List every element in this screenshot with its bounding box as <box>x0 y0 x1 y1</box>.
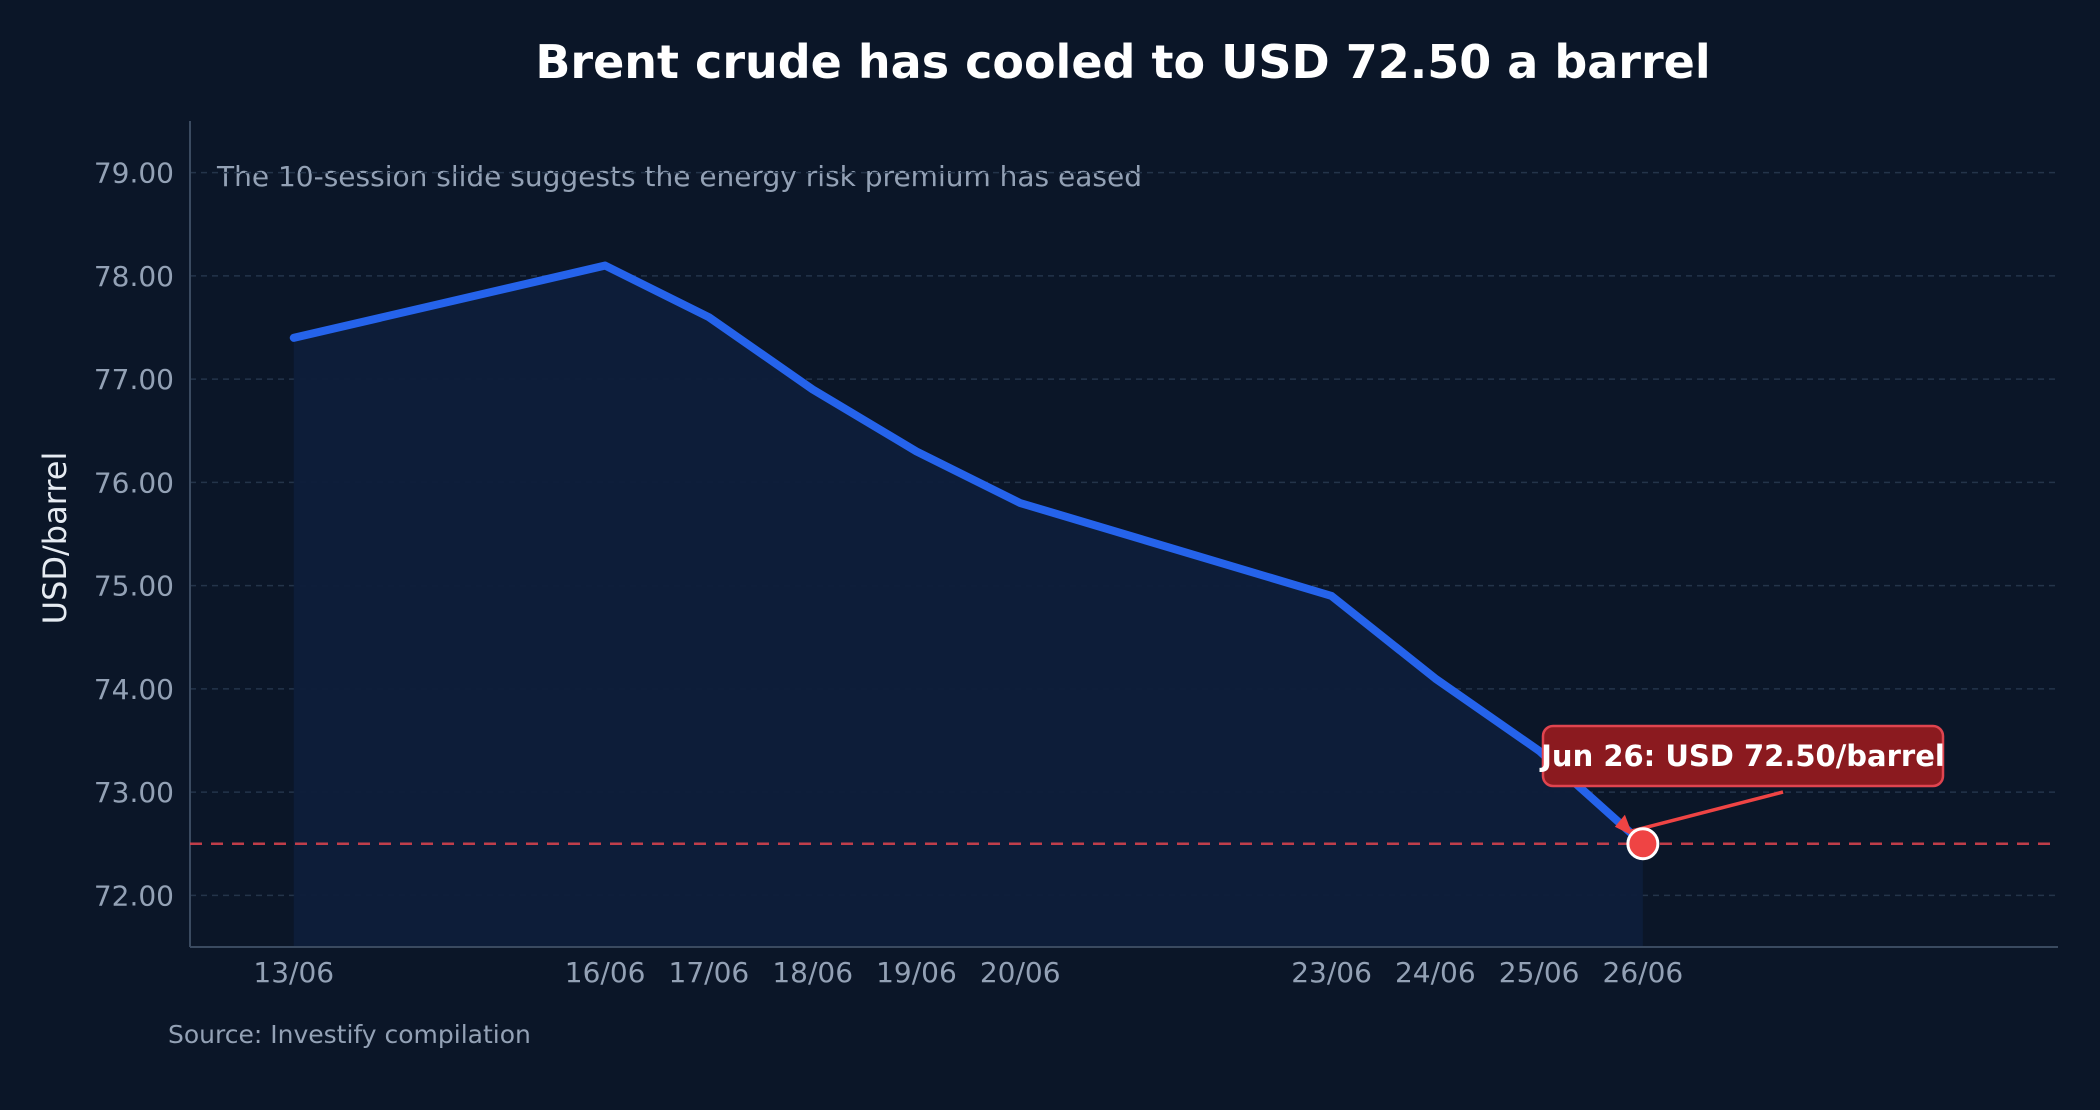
y-tick-label: 74.00 <box>94 673 174 706</box>
chart-title: Brent crude has cooled to USD 72.50 a ba… <box>535 35 1710 89</box>
y-tick-label: 75.00 <box>94 570 174 603</box>
y-tick-labels: 72.00 73.00 74.00 75.00 76.00 77.00 78.00 79.00 <box>94 157 174 913</box>
y-tick-label: 72.00 <box>94 879 174 912</box>
y-tick-label: 79.00 <box>94 157 174 190</box>
y-tick-label: 76.00 <box>94 466 174 499</box>
series-line-layer <box>289 261 1647 848</box>
x-tick-label: 13/06 <box>253 956 334 989</box>
y-tick-label: 73.00 <box>94 776 174 809</box>
x-tick-label: 18/06 <box>772 956 853 989</box>
x-tick-label: 16/06 <box>565 956 646 989</box>
x-tick-label: 24/06 <box>1395 956 1476 989</box>
axes <box>189 121 2058 948</box>
y-tick-label: 77.00 <box>94 363 174 396</box>
x-tick-label: 26/06 <box>1603 956 1684 989</box>
x-tick-label: 19/06 <box>876 956 957 989</box>
source-note: Source: Investify compilation <box>168 1020 531 1049</box>
highlight-marker <box>1626 827 1660 861</box>
callout-arrow-line <box>1628 790 1784 834</box>
callout-box <box>1541 724 1945 788</box>
annotation-layer: Jun 26: USD 72.50/barrel <box>1539 724 1945 861</box>
x-tick-label: 25/06 <box>1499 956 1580 989</box>
y-axis-label: USD/barrel <box>36 452 74 625</box>
callout-label: Jun 26: USD 72.50/barrel <box>1539 739 1945 773</box>
x-tick-label: 23/06 <box>1291 956 1372 989</box>
callout-arrow-head <box>1614 814 1633 836</box>
area-fill-layer <box>293 265 1643 947</box>
area-fill <box>293 265 1643 947</box>
x-tick-label: 17/06 <box>669 956 750 989</box>
y-tick-label: 78.00 <box>94 260 174 293</box>
x-tick-labels: 13/06 16/06 17/06 18/06 19/06 20/06 23/06 24/06… <box>253 956 1683 989</box>
chart-subtitle: The 10-session slide suggests the energy… <box>216 160 1142 193</box>
series-line <box>289 261 1647 848</box>
x-tick-label: 20/06 <box>980 956 1061 989</box>
